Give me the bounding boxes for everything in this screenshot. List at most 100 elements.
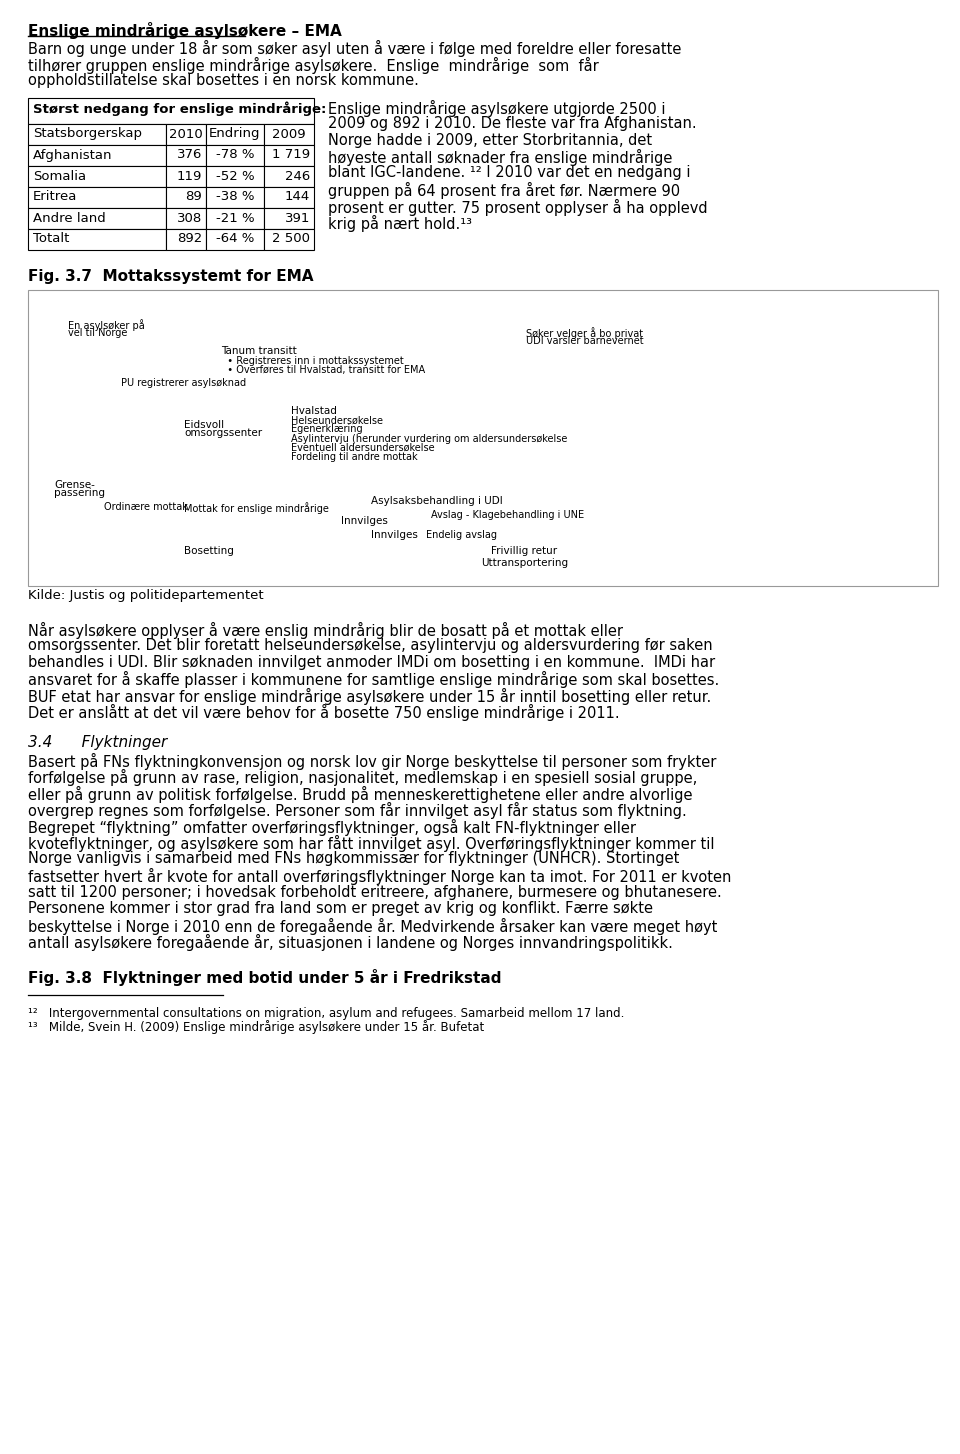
Text: overgrep regnes som forfølgelse. Personer som får innvilget asyl får status som : overgrep regnes som forfølgelse. Persone…: [28, 803, 686, 819]
Text: krig på nært hold.¹³: krig på nært hold.¹³: [328, 215, 472, 233]
Text: ¹²   Intergovernmental consultations on migration, asylum and refugees. Samarbei: ¹² Intergovernmental consultations on mi…: [28, 1006, 624, 1019]
Text: 144: 144: [285, 190, 310, 204]
Text: 2009: 2009: [273, 128, 306, 141]
Text: 119: 119: [177, 170, 202, 183]
FancyBboxPatch shape: [264, 208, 314, 228]
Text: ¹³   Milde, Svein H. (2009) Enslige mindrårige asylsøkere under 15 år. Bufetat: ¹³ Milde, Svein H. (2009) Enslige mindrå…: [28, 1021, 484, 1034]
Text: gruppen på 64 prosent fra året før. Nærmere 90: gruppen på 64 prosent fra året før. Nærm…: [328, 182, 680, 199]
Text: oppholdstillatelse skal bosettes i en norsk kommune.: oppholdstillatelse skal bosettes i en no…: [28, 73, 419, 89]
Text: Basert på FNs flyktningkonvensjon og norsk lov gir Norge beskyttelse til persone: Basert på FNs flyktningkonvensjon og nor…: [28, 753, 716, 769]
Text: Fig. 3.8  Flyktninger med botid under 5 år i Fredrikstad: Fig. 3.8 Flyktninger med botid under 5 å…: [28, 968, 501, 986]
Text: -21 %: -21 %: [216, 211, 254, 224]
Text: 2009 og 892 i 2010. De fleste var fra Afghanistan.: 2009 og 892 i 2010. De fleste var fra Af…: [328, 116, 697, 131]
Text: Norge hadde i 2009, etter Storbritannia, det: Norge hadde i 2009, etter Storbritannia,…: [328, 132, 652, 147]
Text: 89: 89: [185, 190, 202, 204]
Text: eller på grunn av politisk forfølgelse. Brudd på menneskerettighetene eller andr: eller på grunn av politisk forfølgelse. …: [28, 785, 692, 803]
Text: 308: 308: [177, 211, 202, 224]
Text: Statsborgerskap: Statsborgerskap: [33, 128, 142, 141]
Text: satt til 1200 personer; i hovedsak forbeholdt eritreere, afghanere, burmesere og: satt til 1200 personer; i hovedsak forbe…: [28, 884, 722, 900]
FancyBboxPatch shape: [264, 144, 314, 166]
Text: 3.4      Flyktninger: 3.4 Flyktninger: [28, 734, 167, 749]
Text: Endring: Endring: [209, 128, 261, 141]
Text: Eidsvoll: Eidsvoll: [184, 420, 224, 429]
Text: Endelig avslag: Endelig avslag: [426, 531, 497, 541]
Text: Asylintervju (herunder vurdering om aldersundersøkelse: Asylintervju (herunder vurdering om alde…: [291, 433, 567, 443]
FancyBboxPatch shape: [166, 208, 206, 228]
Text: Uttransportering: Uttransportering: [481, 557, 568, 567]
Text: behandles i UDI. Blir søknaden innvilget anmoder IMDi om bosetting i en kommune.: behandles i UDI. Blir søknaden innvilget…: [28, 654, 715, 669]
Text: Ordinære mottak: Ordinære mottak: [104, 503, 188, 512]
Text: Enslige mindrårige asylsøkere – EMA: Enslige mindrårige asylsøkere – EMA: [28, 22, 342, 39]
Text: Avslag - Klagebehandling i UNE: Avslag - Klagebehandling i UNE: [431, 510, 584, 521]
Text: omsorgssenter: omsorgssenter: [184, 429, 262, 439]
FancyBboxPatch shape: [28, 289, 938, 586]
Text: Afghanistan: Afghanistan: [33, 148, 112, 161]
FancyBboxPatch shape: [28, 166, 166, 186]
Text: fastsetter hvert år kvote for antall overføringsflyktninger Norge kan ta imot. F: fastsetter hvert år kvote for antall ove…: [28, 868, 732, 885]
Text: Det er anslått at det vil være behov for å bosette 750 enslige mindrårige i 2011: Det er anslått at det vil være behov for…: [28, 704, 619, 721]
FancyBboxPatch shape: [28, 208, 166, 228]
Text: prosent er gutter. 75 prosent opplyser å ha opplevd: prosent er gutter. 75 prosent opplyser å…: [328, 199, 708, 215]
Text: Innvilges: Innvilges: [371, 531, 418, 541]
Text: PU registrerer asylsøknad: PU registrerer asylsøknad: [121, 378, 246, 388]
Text: passering: passering: [54, 489, 105, 499]
FancyBboxPatch shape: [28, 144, 166, 166]
Text: ansvaret for å skaffe plasser i kommunene for samtlige enslige mindrårige som sk: ansvaret for å skaffe plasser i kommunen…: [28, 670, 719, 688]
Text: 376: 376: [177, 148, 202, 161]
Text: Kilde: Justis og politidepartementet: Kilde: Justis og politidepartementet: [28, 589, 264, 602]
FancyBboxPatch shape: [28, 97, 314, 124]
Text: 2 500: 2 500: [272, 233, 310, 246]
Text: En asylsøker på: En asylsøker på: [68, 320, 145, 332]
FancyBboxPatch shape: [264, 166, 314, 186]
Text: • Registreres inn i mottakssystemet: • Registreres inn i mottakssystemet: [221, 356, 404, 366]
Text: 391: 391: [284, 211, 310, 224]
FancyBboxPatch shape: [166, 124, 206, 144]
Text: -78 %: -78 %: [216, 148, 254, 161]
Text: høyeste antall søknader fra enslige mindrårige: høyeste antall søknader fra enslige mind…: [328, 148, 672, 166]
Text: Egenerklæring: Egenerklæring: [291, 425, 363, 435]
Text: blant IGC-landene. ¹² I 2010 var det en nedgang i: blant IGC-landene. ¹² I 2010 var det en …: [328, 166, 690, 180]
FancyBboxPatch shape: [166, 166, 206, 186]
Text: Andre land: Andre land: [33, 211, 106, 224]
Text: Somalia: Somalia: [33, 170, 86, 183]
FancyBboxPatch shape: [28, 186, 166, 208]
Text: -52 %: -52 %: [216, 170, 254, 183]
Text: kvoteflyktninger, og asylsøkere som har fått innvilget asyl. Overføringsflyktnin: kvoteflyktninger, og asylsøkere som har …: [28, 835, 714, 852]
FancyBboxPatch shape: [206, 228, 264, 250]
FancyBboxPatch shape: [206, 144, 264, 166]
Text: -38 %: -38 %: [216, 190, 254, 204]
Text: Søker velger å bo privat: Søker velger å bo privat: [526, 327, 643, 339]
Text: Fig. 3.7  Mottakssystemt for EMA: Fig. 3.7 Mottakssystemt for EMA: [28, 269, 314, 285]
FancyBboxPatch shape: [28, 124, 166, 144]
Text: Eventuell aldersundersøkelse: Eventuell aldersundersøkelse: [291, 442, 435, 452]
Text: antall asylsøkere foregaående år, situasjonen i landene og Norges innvandringspo: antall asylsøkere foregaående år, situas…: [28, 933, 673, 951]
Text: beskyttelse i Norge i 2010 enn de foregaående år. Medvirkende årsaker kan være m: beskyttelse i Norge i 2010 enn de forega…: [28, 917, 717, 935]
Text: forfølgelse på grunn av rase, religion, nasjonalitet, medlemskap i en spesiell s: forfølgelse på grunn av rase, religion, …: [28, 769, 697, 787]
Text: omsorgssenter. Det blir foretatt helseundersøkelse, asylintervju og aldersvurder: omsorgssenter. Det blir foretatt helseun…: [28, 638, 712, 653]
Text: • Overføres til Hvalstad, transitt for EMA: • Overføres til Hvalstad, transitt for E…: [221, 365, 425, 375]
Text: Innvilges: Innvilges: [341, 516, 388, 525]
Text: Personene kommer i stor grad fra land som er preget av krig og konflikt. Færre s: Personene kommer i stor grad fra land so…: [28, 901, 653, 916]
FancyBboxPatch shape: [166, 228, 206, 250]
FancyBboxPatch shape: [206, 124, 264, 144]
Text: Størst nedgang for enslige mindrårige:: Størst nedgang for enslige mindrårige:: [33, 102, 326, 116]
Text: Frivillig retur: Frivillig retur: [491, 545, 557, 555]
FancyBboxPatch shape: [206, 166, 264, 186]
Text: Tanum transitt: Tanum transitt: [221, 346, 297, 355]
Text: 1 719: 1 719: [272, 148, 310, 161]
FancyBboxPatch shape: [264, 186, 314, 208]
FancyBboxPatch shape: [206, 186, 264, 208]
FancyBboxPatch shape: [264, 228, 314, 250]
Text: 246: 246: [285, 170, 310, 183]
Text: Asylsaksbehandling i UDI: Asylsaksbehandling i UDI: [371, 496, 503, 506]
Text: BUF etat har ansvar for enslige mindrårige asylsøkere under 15 år inntil bosetti: BUF etat har ansvar for enslige mindråri…: [28, 688, 711, 705]
FancyBboxPatch shape: [206, 208, 264, 228]
FancyBboxPatch shape: [166, 186, 206, 208]
FancyBboxPatch shape: [264, 124, 314, 144]
FancyBboxPatch shape: [28, 228, 166, 250]
Text: Mottak for enslige mindrårige: Mottak for enslige mindrårige: [184, 503, 329, 515]
Text: 892: 892: [177, 233, 202, 246]
FancyBboxPatch shape: [166, 144, 206, 166]
Text: Enslige mindrårige asylsøkere utgjorde 2500 i: Enslige mindrårige asylsøkere utgjorde 2…: [328, 99, 665, 116]
Text: Barn og unge under 18 år som søker asyl uten å være i følge med foreldre eller f: Barn og unge under 18 år som søker asyl …: [28, 41, 682, 57]
